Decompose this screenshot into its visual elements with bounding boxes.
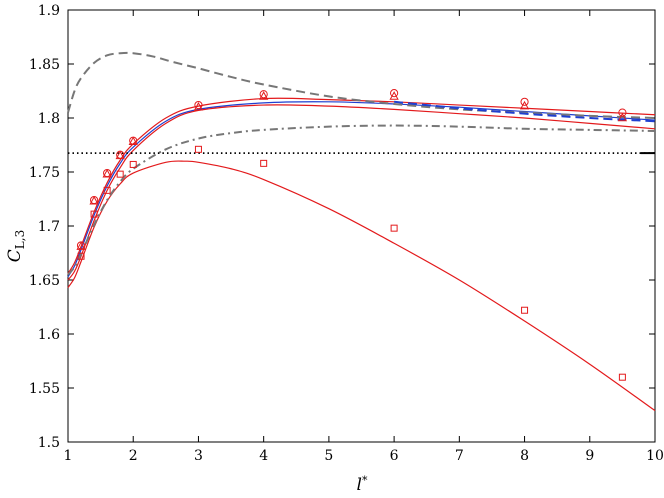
circle-marker [390, 89, 399, 98]
x-tick-label: 6 [390, 448, 399, 464]
y-tick-label: 1.55 [29, 381, 60, 397]
x-tick-label: 1 [64, 448, 73, 464]
series-line-5 [67, 51, 656, 119]
triangle-marker [519, 100, 530, 110]
y-tick-label: 1.8 [38, 111, 60, 127]
square-marker [618, 373, 626, 381]
square-marker [260, 159, 268, 167]
square-marker [103, 186, 111, 194]
triangle-marker [102, 168, 112, 178]
y-tick-label: 1.7 [38, 219, 60, 235]
triangle-marker [89, 195, 99, 205]
y-tick-label: 1.75 [29, 165, 60, 181]
series-line-6 [67, 124, 656, 276]
series-line-3 [67, 104, 656, 281]
x-axis-label: l* [357, 474, 368, 496]
square-marker [116, 170, 124, 178]
x-tick-label: 2 [129, 448, 138, 464]
square-marker [521, 306, 529, 314]
triangle-marker [259, 91, 269, 100]
x-tick-label: 4 [259, 448, 268, 464]
square-marker [77, 252, 85, 260]
y-tick-label: 1.9 [38, 3, 60, 19]
circle-marker [259, 90, 268, 99]
square-marker [129, 160, 137, 168]
y-axis-label: CL,3 [5, 230, 27, 262]
triangle-marker [76, 241, 86, 250]
y-tick-label: 1.6 [38, 327, 60, 343]
y-tick-label: 1.5 [38, 435, 60, 451]
series-lines [67, 51, 656, 412]
tick-labels: 1 2 3 4 5 6 7 8 9 10 1.5 1.55 1.6 1.65 1.7 1.75 1.8 1.85 1… [29, 3, 664, 464]
triangle-marker [115, 150, 125, 160]
circle-marker [618, 108, 627, 117]
x-tick-label: 7 [455, 448, 464, 464]
triangle-marker [193, 101, 204, 111]
series-line-4 [67, 160, 656, 412]
square-marker [390, 224, 398, 232]
series-line-1 [67, 97, 656, 274]
axis-ticks [67, 9, 656, 443]
y-tick-label: 1.65 [29, 273, 60, 289]
triangle-marker [617, 112, 628, 122]
data-markers [76, 89, 628, 381]
triangle-marker [389, 91, 399, 100]
series-line-7 [394, 100, 656, 123]
circle-marker [520, 97, 529, 106]
x-tick-label: 9 [585, 448, 594, 464]
x-tick-label: 8 [520, 448, 529, 464]
circle-marker [194, 100, 203, 110]
square-marker [194, 145, 202, 153]
x-tick-label: 3 [194, 448, 203, 464]
x-tick-label: 10 [646, 448, 664, 464]
x-tick-label: 5 [324, 448, 333, 464]
series-line-2 [67, 101, 656, 278]
y-tick-label: 1.85 [29, 57, 60, 73]
square-marker [90, 210, 98, 218]
triangle-marker [128, 136, 138, 146]
